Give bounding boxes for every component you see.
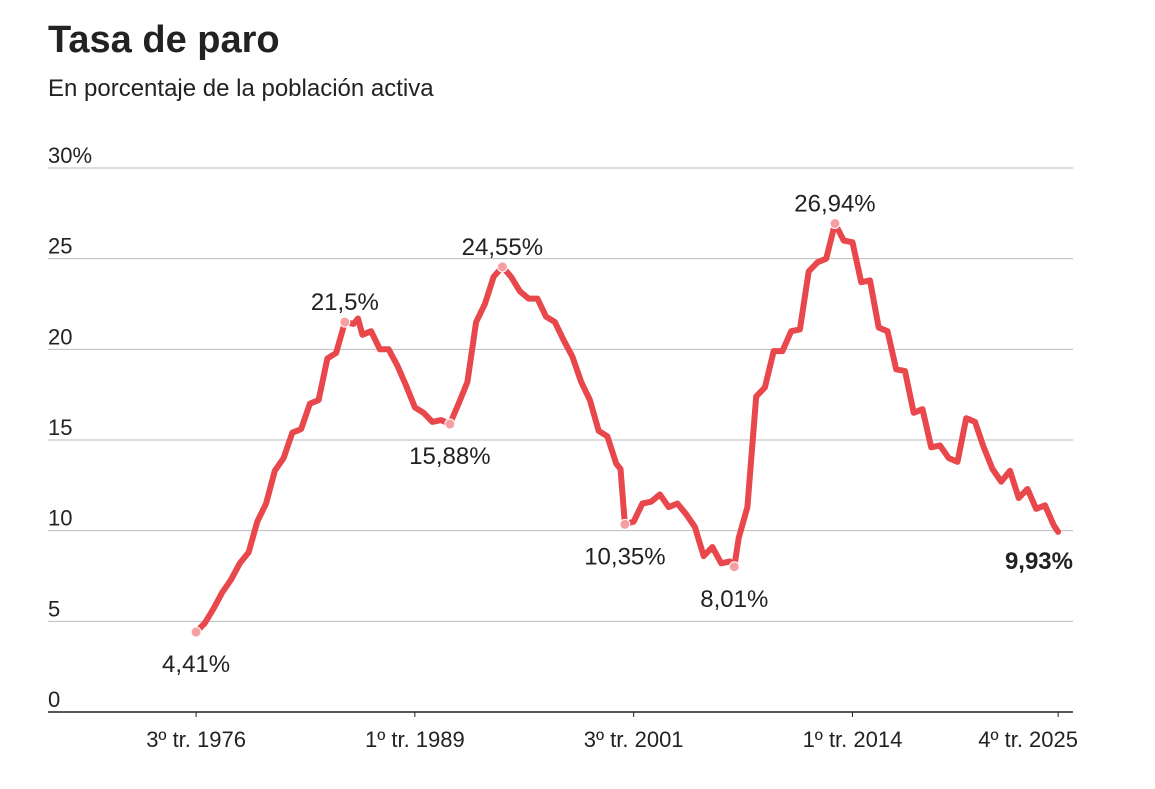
y-tick-label: 5 [48,596,60,621]
annotation-label: 24,55% [462,234,543,261]
x-tick-label: 3º tr. 2001 [584,727,684,752]
annotation-marker [444,418,456,430]
chart-subtitle: En porcentaje de la población activa [48,75,434,102]
annotation-marker [728,561,740,573]
annotation-label: 15,88% [409,443,490,470]
x-tick-label: 1º tr. 1989 [365,727,465,752]
annotation-label: 10,35% [584,543,665,570]
annotation-label: 4,41% [162,651,230,678]
annotation-marker [619,518,631,530]
y-tick-label: 20 [48,324,72,349]
annotation-label: 21,5% [311,289,379,316]
annotation-marker [190,626,202,638]
annotation-label: 8,01% [700,586,768,613]
y-tick-label: 15 [48,415,72,440]
annotation-label: 26,94% [794,190,875,217]
x-tick-label: 1º tr. 2014 [803,727,903,752]
annotation-marker [496,261,508,273]
y-tick-label: 0 [48,687,60,712]
annotation-label: 9,93% [1005,548,1073,575]
x-tick-label: 4º tr. 2025 [978,727,1078,752]
annotation-marker [829,217,841,229]
y-tick-label: 25 [48,234,72,259]
annotation-marker [339,316,351,328]
y-tick-label: 10 [48,506,72,531]
y-tick-label: 30% [48,143,92,168]
series-line [193,220,1062,635]
x-tick-label: 3º tr. 1976 [146,727,246,752]
chart-title: Tasa de paro [48,19,280,61]
